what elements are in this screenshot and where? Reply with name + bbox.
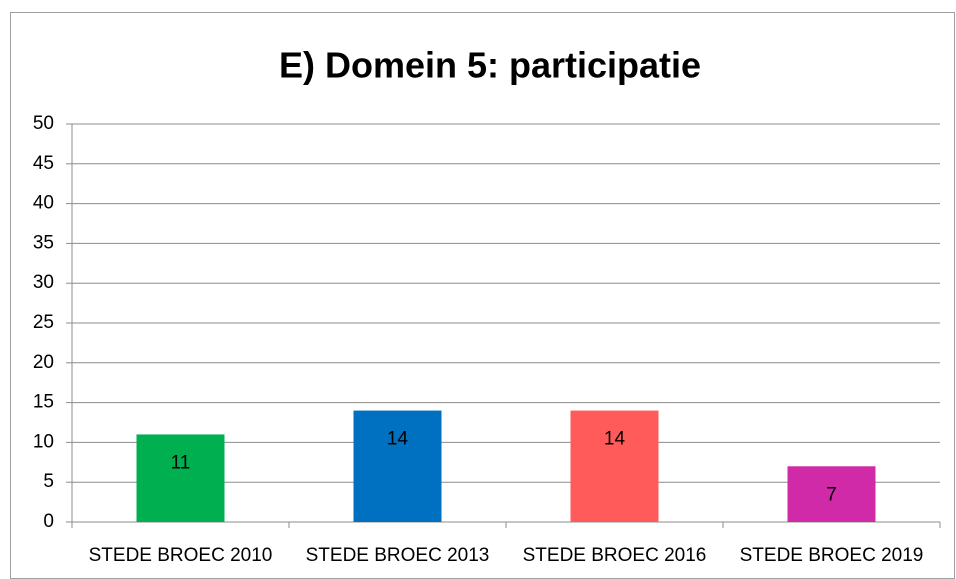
bar <box>570 410 659 522</box>
x-tick-label: STEDE BROEC 2019 <box>740 545 924 566</box>
x-tick-label: STEDE BROEC 2010 <box>89 545 273 566</box>
y-tick-label: 10 <box>33 431 54 452</box>
bar <box>136 434 225 522</box>
y-tick-label: 35 <box>33 232 54 253</box>
y-tick-label: 45 <box>33 153 54 174</box>
data-label: 14 <box>604 429 626 450</box>
y-tick-label: 15 <box>33 392 54 413</box>
y-tick-label: 0 <box>43 511 54 532</box>
y-tick-label: 50 <box>33 113 54 134</box>
y-tick-label: 25 <box>33 312 54 333</box>
y-tick-label: 20 <box>33 352 54 373</box>
x-tick-label: STEDE BROEC 2013 <box>306 545 490 566</box>
x-tick-label: STEDE BROEC 2016 <box>523 545 707 566</box>
data-label: 14 <box>387 429 409 450</box>
chart-title: E) Domein 5: participatie <box>279 45 701 86</box>
data-label: 11 <box>171 452 191 473</box>
data-label: 7 <box>826 484 837 505</box>
bar <box>787 466 876 522</box>
y-tick-label: 5 <box>43 471 54 492</box>
bar <box>353 410 442 522</box>
y-tick-label: 40 <box>33 193 54 214</box>
y-tick-label: 30 <box>33 272 54 293</box>
